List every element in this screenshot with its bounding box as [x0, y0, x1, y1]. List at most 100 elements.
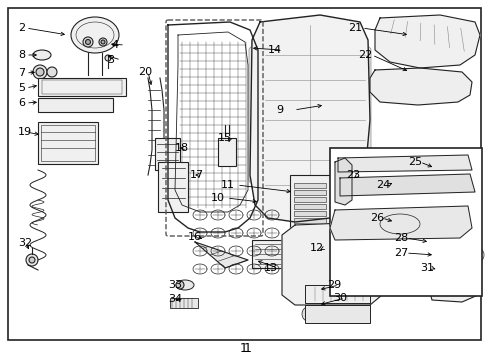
Circle shape [73, 82, 83, 92]
Bar [305, 285, 369, 303]
Bar [387, 242, 477, 262]
Circle shape [105, 55, 111, 61]
Circle shape [313, 274, 325, 286]
Circle shape [86, 82, 96, 92]
Text: 3: 3 [107, 55, 114, 65]
Text: 30: 30 [332, 293, 346, 303]
Circle shape [83, 37, 93, 47]
Circle shape [29, 257, 35, 263]
Text: 5: 5 [18, 83, 25, 93]
Bar [38, 122, 98, 164]
Text: 25: 25 [407, 157, 421, 167]
Bar [251, 240, 289, 268]
Circle shape [85, 40, 90, 45]
Ellipse shape [33, 50, 51, 60]
Text: 29: 29 [326, 280, 341, 290]
Circle shape [47, 67, 57, 77]
Ellipse shape [176, 280, 194, 290]
Polygon shape [195, 242, 247, 268]
Text: 18: 18 [175, 143, 189, 153]
Bar [293, 218, 325, 223]
Text: 19: 19 [18, 127, 32, 137]
FancyBboxPatch shape [354, 47, 370, 183]
Polygon shape [339, 174, 474, 196]
Polygon shape [334, 158, 351, 205]
Ellipse shape [71, 17, 119, 53]
Text: 8: 8 [18, 50, 25, 60]
Text: 28: 28 [393, 233, 407, 243]
Bar [293, 232, 325, 237]
Text: 24: 24 [375, 180, 389, 190]
Circle shape [99, 38, 107, 46]
Circle shape [36, 68, 44, 76]
Polygon shape [329, 206, 471, 240]
Bar [293, 204, 325, 209]
Polygon shape [427, 255, 479, 302]
Bar [155, 138, 180, 170]
Text: 34: 34 [168, 294, 182, 304]
Circle shape [60, 82, 70, 92]
Bar [158, 162, 187, 212]
Text: 13: 13 [264, 263, 278, 273]
Text: 14: 14 [267, 45, 282, 55]
Text: 22: 22 [357, 50, 371, 60]
Circle shape [222, 143, 231, 153]
Text: 15: 15 [218, 133, 231, 143]
Text: 26: 26 [369, 213, 384, 223]
Text: 11: 11 [221, 180, 235, 190]
Circle shape [48, 101, 56, 109]
Bar [289, 175, 329, 240]
Bar [387, 265, 477, 285]
Bar [293, 197, 325, 202]
Circle shape [341, 247, 357, 263]
Text: 27: 27 [393, 248, 407, 258]
Bar [329, 148, 481, 296]
Circle shape [74, 101, 82, 109]
Circle shape [26, 254, 38, 266]
Circle shape [343, 274, 355, 286]
Bar [293, 211, 325, 216]
Polygon shape [369, 68, 471, 105]
Text: 31: 31 [419, 263, 433, 273]
Bar [293, 225, 325, 230]
Bar [41, 125, 95, 161]
Circle shape [101, 40, 105, 44]
Bar [293, 190, 325, 195]
Text: 12: 12 [309, 243, 324, 253]
Text: 1: 1 [244, 342, 251, 355]
Circle shape [99, 82, 109, 92]
Circle shape [61, 101, 69, 109]
Circle shape [311, 247, 327, 263]
Bar [293, 183, 325, 188]
Text: 4: 4 [111, 40, 118, 50]
Text: 23: 23 [346, 170, 359, 180]
Bar [305, 305, 369, 323]
Circle shape [33, 65, 47, 79]
Polygon shape [249, 15, 369, 222]
Polygon shape [374, 15, 479, 68]
Bar [218, 138, 236, 166]
Circle shape [176, 281, 183, 289]
Polygon shape [337, 155, 471, 172]
Ellipse shape [302, 307, 313, 321]
Bar [170, 298, 198, 308]
Text: 6: 6 [18, 98, 25, 108]
Text: 10: 10 [210, 193, 224, 203]
Text: 17: 17 [190, 170, 203, 180]
Text: 9: 9 [275, 105, 283, 115]
Bar [38, 78, 126, 96]
Text: 32: 32 [18, 238, 32, 248]
FancyBboxPatch shape [248, 47, 269, 183]
Text: 33: 33 [168, 280, 182, 290]
Bar [38, 98, 113, 112]
Text: 2: 2 [18, 23, 25, 33]
Text: 16: 16 [187, 232, 202, 242]
Ellipse shape [302, 288, 313, 300]
Bar [42, 80, 122, 94]
Text: 7: 7 [18, 68, 25, 78]
Text: 21: 21 [347, 23, 362, 33]
Circle shape [223, 154, 230, 162]
Text: 20: 20 [138, 67, 152, 77]
Text: 1: 1 [240, 342, 247, 355]
Circle shape [47, 82, 57, 92]
